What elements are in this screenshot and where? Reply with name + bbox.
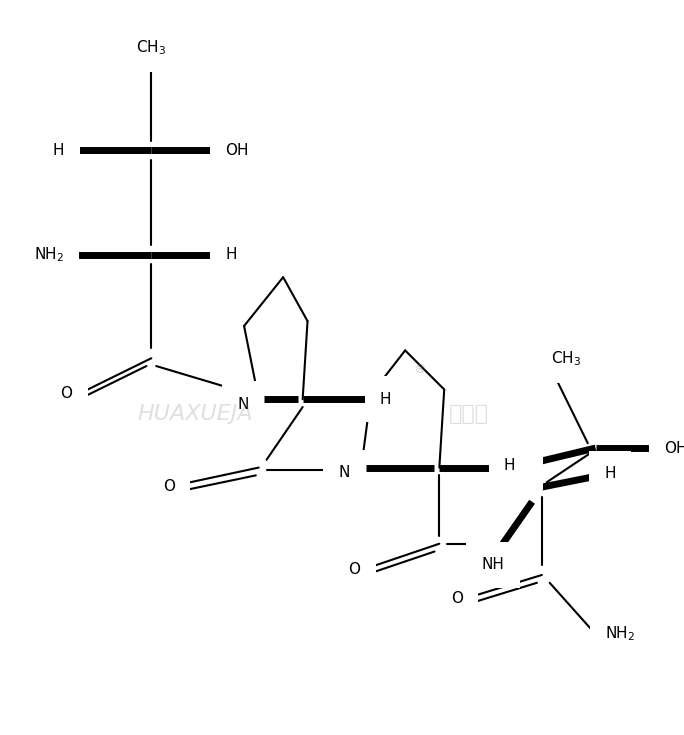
Text: NH$_2$: NH$_2$ [605, 624, 635, 643]
Text: H: H [605, 466, 616, 481]
Text: NH: NH [482, 557, 505, 573]
Text: CH$_3$: CH$_3$ [551, 349, 581, 368]
Text: O: O [163, 478, 175, 494]
Text: O: O [60, 386, 73, 401]
Text: OH: OH [664, 440, 684, 456]
Text: H: H [53, 143, 64, 158]
Text: H: H [516, 460, 528, 475]
Text: N: N [338, 465, 350, 480]
Text: NH$_2$: NH$_2$ [34, 245, 64, 264]
Text: 化学系: 化学系 [449, 404, 488, 424]
Text: CH$_3$: CH$_3$ [136, 38, 166, 57]
Text: HUAXUEJA: HUAXUEJA [137, 404, 253, 424]
Text: H: H [504, 458, 515, 473]
Text: ®: ® [414, 363, 426, 376]
Text: H: H [380, 392, 391, 406]
Text: OH: OH [226, 143, 249, 158]
Text: H: H [226, 247, 237, 262]
Text: O: O [348, 562, 360, 577]
Text: N: N [237, 397, 249, 412]
Text: O: O [451, 591, 463, 606]
